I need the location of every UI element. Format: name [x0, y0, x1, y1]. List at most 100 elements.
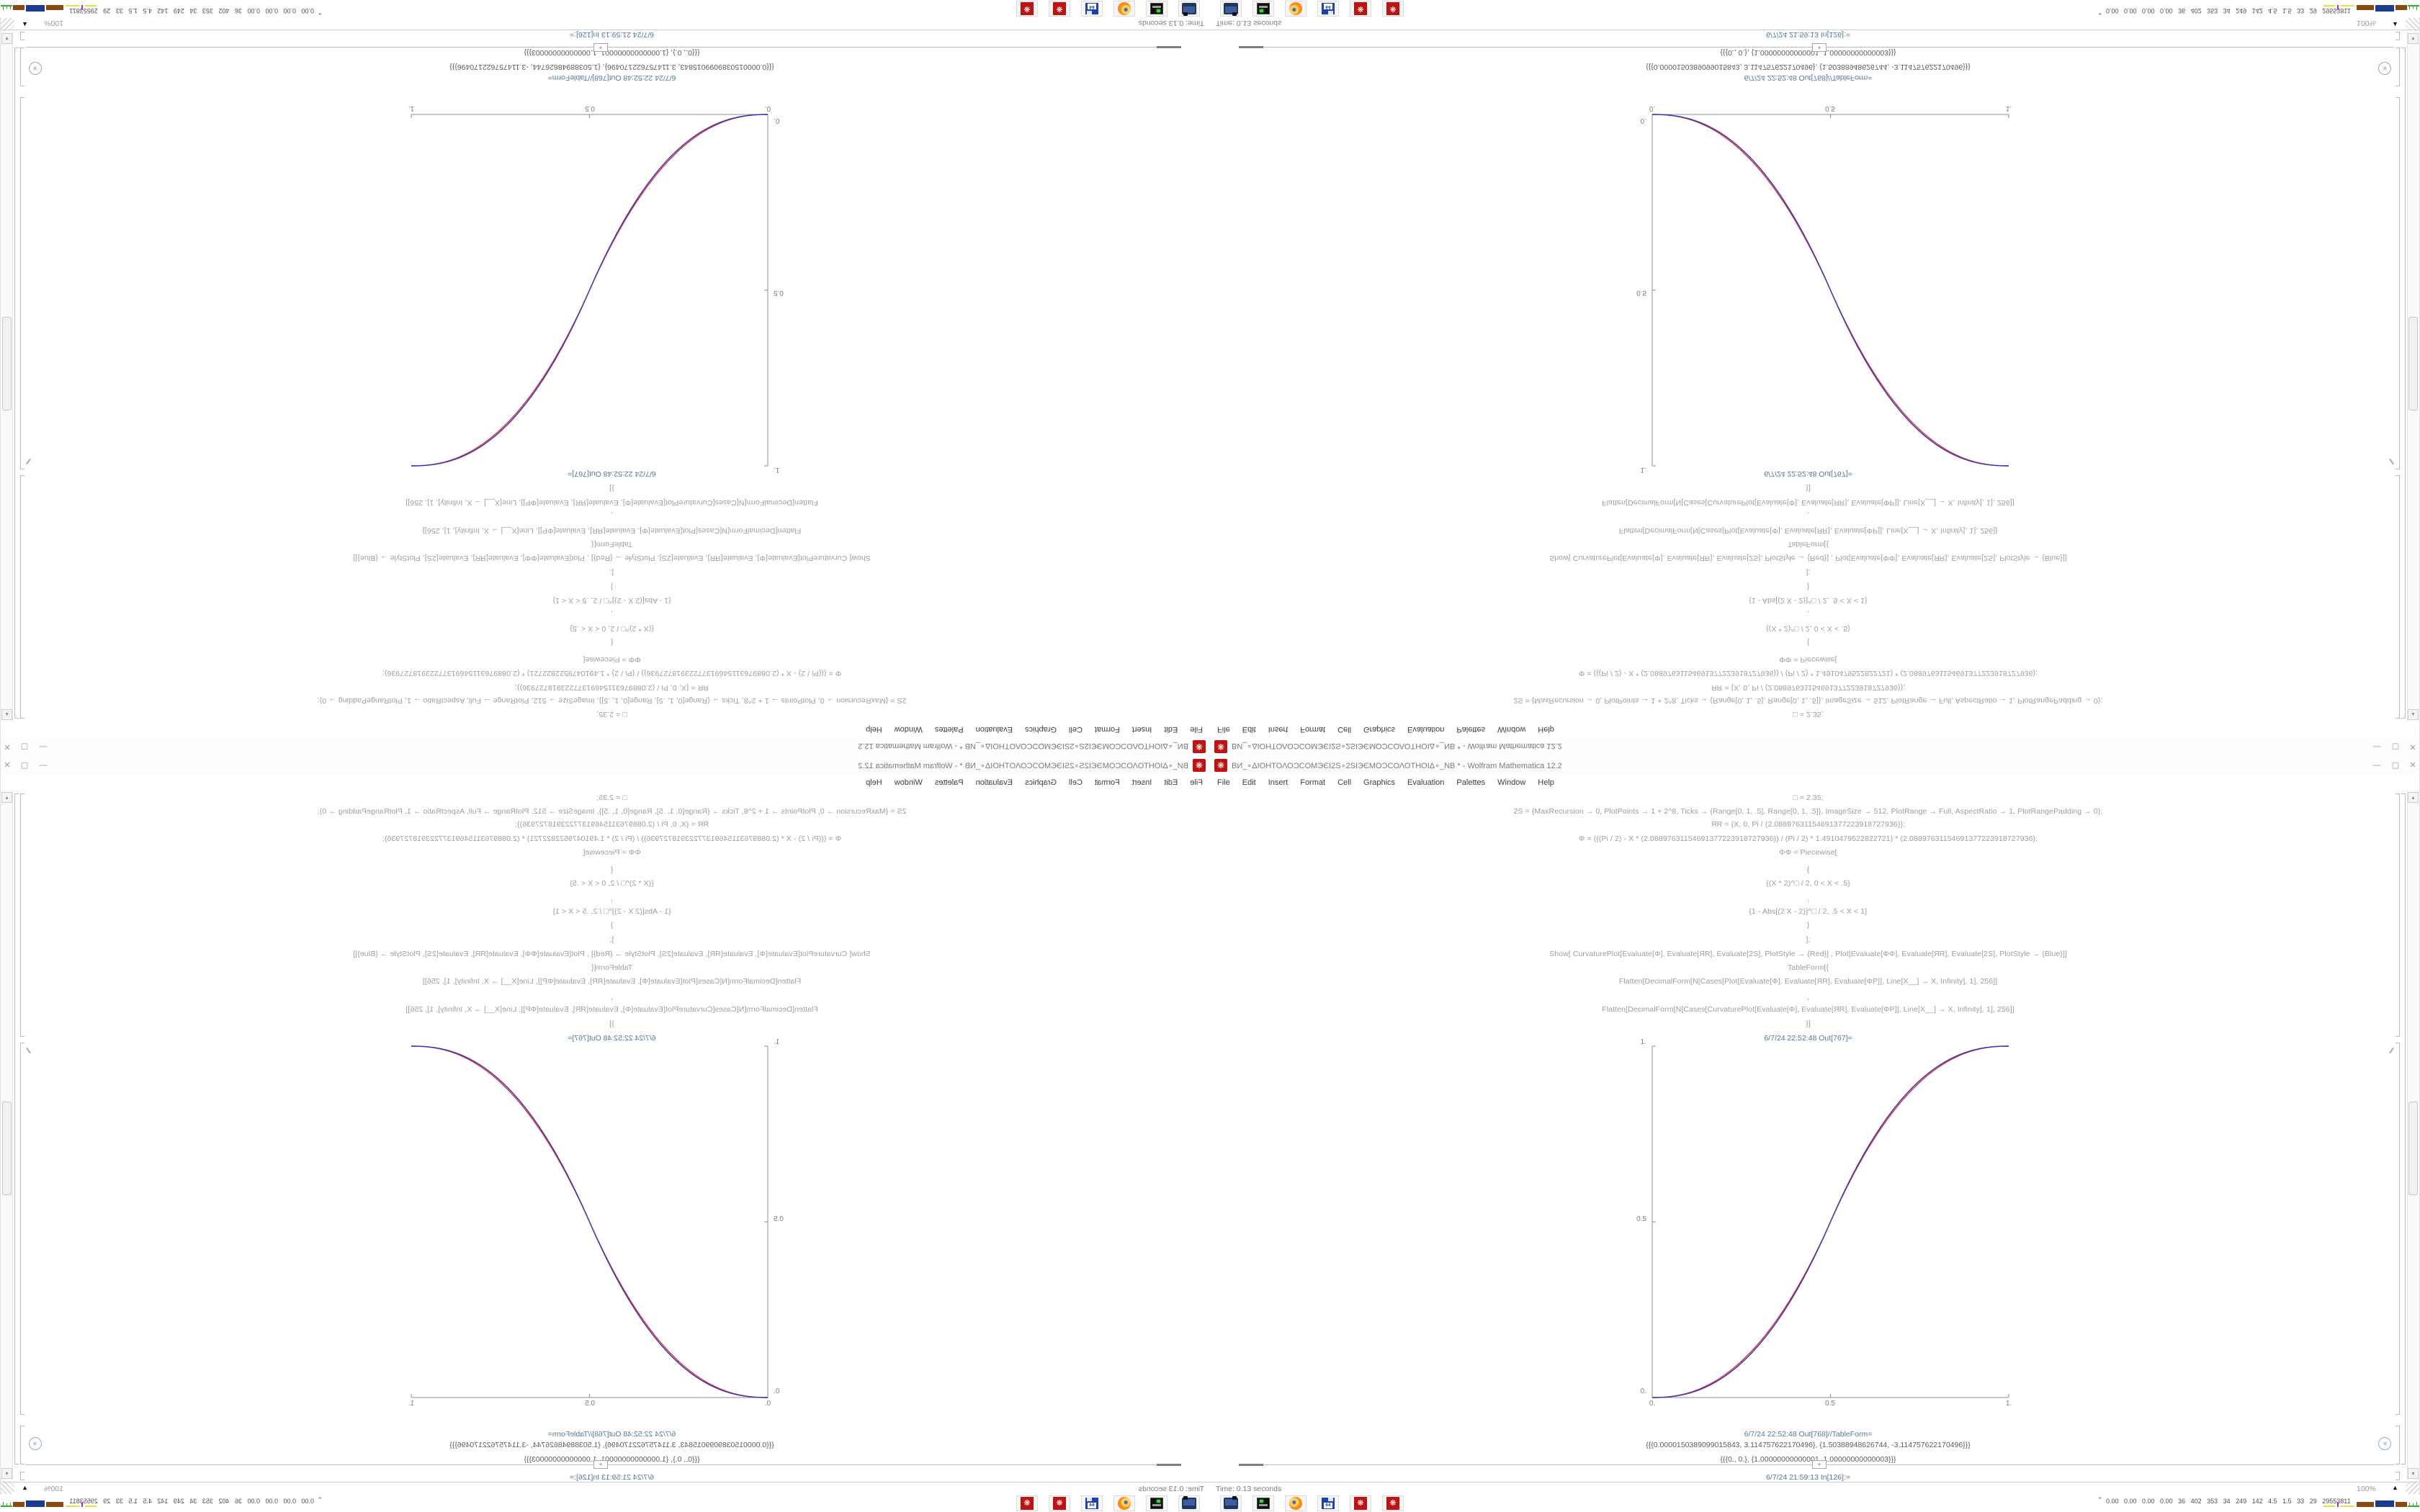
in-prompt-label[interactable]: 6/7/24 21:59:13 In[126]:= [1765, 30, 1851, 39]
code-line[interactable]: 2S = {MaxRecursion → 0, PlotPoints → 1 +… [1513, 807, 2103, 816]
cell-bracket-table-output[interactable] [20, 48, 24, 86]
display-capture-icon[interactable] [1220, 1495, 1242, 1511]
code-line[interactable]: }] [609, 1020, 614, 1028]
code-line[interactable]: ]; [609, 935, 614, 944]
cell-insert-handle[interactable] [1239, 1464, 1263, 1466]
menu-insert[interactable]: Insert [1268, 725, 1289, 734]
code-line[interactable]: TableForm[{ [591, 540, 633, 549]
code-line[interactable]: TableForm[{ [1787, 540, 1829, 549]
mathematica-icon[interactable]: ❋ [1382, 1, 1404, 17]
cell-bracket-plot-output[interactable] [20, 1043, 24, 1415]
window-resize-grip[interactable] [1, 18, 14, 31]
magnification-caret-icon[interactable]: ▲ [22, 21, 28, 28]
mathematica-icon[interactable]: ❋ [1049, 1, 1070, 17]
floppy-64-icon[interactable]: 64 [1081, 1495, 1103, 1511]
display-capture-icon[interactable] [1220, 1, 1242, 17]
cell-bracket-input[interactable] [2396, 475, 2400, 719]
insert-cell-button[interactable]: + [1812, 1460, 1827, 1469]
code-line[interactable]: , [610, 510, 614, 519]
code-line[interactable]: }] [1806, 1020, 1811, 1028]
menu-window[interactable]: Window [894, 778, 923, 787]
code-line[interactable]: Φ = (((Pi / 2) - X * (2.0889763115469137… [382, 669, 842, 678]
menu-window[interactable]: Window [1497, 725, 1526, 734]
code-line[interactable]: □ = 2.35; [1793, 793, 1824, 802]
firefox-icon[interactable] [1285, 1, 1307, 17]
display-capture-icon[interactable] [1178, 1495, 1200, 1511]
minimize-button[interactable]: — [39, 742, 48, 751]
code-line[interactable]: {1 - Abs[(2 X - 2)]^□ / 2, .5 < X < 1} [1749, 907, 1868, 916]
code-line[interactable]: { [610, 865, 614, 874]
floppy-64-icon[interactable]: 64 [1317, 1495, 1339, 1511]
menu-edit[interactable]: Edit [1164, 778, 1178, 787]
code-line[interactable]: ]; [609, 568, 614, 577]
magnification-control[interactable]: 100% [44, 1485, 63, 1493]
in-prompt-label[interactable]: 6/7/24 21:59:13 In[126]:= [569, 1473, 655, 1482]
collapse-group-icon[interactable]: » [2378, 62, 2391, 75]
collapse-group-icon[interactable]: » [29, 62, 42, 75]
code-line[interactable]: } [1806, 921, 1810, 930]
close-button[interactable]: ✕ [2409, 761, 2416, 770]
menu-evaluation[interactable]: Evaluation [975, 725, 1013, 734]
magnification-control[interactable]: 100% [2357, 1485, 2376, 1493]
magnification-control[interactable]: 100% [2357, 19, 2376, 27]
menu-edit[interactable]: Edit [1242, 778, 1256, 787]
menu-format[interactable]: Format [1094, 778, 1120, 787]
mathematica-icon[interactable]: ❋ [1382, 1495, 1404, 1511]
code-line[interactable]: 2S = {MaxRecursion → 0, PlotPoints → 1 +… [317, 696, 907, 705]
code-line[interactable]: ]; [1806, 568, 1811, 577]
cell-bracket-in-prompt[interactable] [2396, 32, 2400, 40]
collapse-group-icon[interactable]: » [2378, 1437, 2391, 1450]
cell-bracket-plot-output[interactable] [2396, 97, 2400, 469]
close-button[interactable]: ✕ [4, 742, 11, 751]
magnification-control[interactable]: 100% [44, 19, 63, 27]
code-line[interactable]: Show[ CurvaturePlot[Evaluate[Φ], Evaluat… [353, 950, 871, 958]
disk-drive-icon[interactable] [1146, 1, 1168, 17]
cell-bracket-group[interactable] [2401, 793, 2406, 1464]
code-line[interactable]: Show[ CurvaturePlot[Evaluate[Φ], Evaluat… [1549, 554, 2067, 562]
maximize-button[interactable]: ▢ [20, 742, 29, 751]
code-line[interactable]: , [1806, 894, 1810, 903]
disk-drive-icon[interactable] [1252, 1, 1274, 17]
code-line[interactable]: ]; [1806, 935, 1811, 944]
scroll-down-icon[interactable]: ▾ [1, 33, 12, 44]
cell-bracket-input[interactable] [20, 475, 24, 719]
code-line[interactable]: ΦΦ = Piecewise[ [583, 655, 641, 664]
code-line[interactable]: {1 - Abs[(2 X - 2)]^□ / 2, .5 < X < 1} [1749, 596, 1868, 605]
scroll-up-icon[interactable]: ▴ [2408, 709, 2419, 720]
code-line[interactable]: Flatten[DecimalForm[N[Cases[Plot[Evaluat… [1618, 977, 1998, 986]
code-line[interactable]: ЯR = {X, 0, Pi / (2.08897631154691377223… [514, 820, 709, 829]
code-line[interactable]: □ = 2.35; [1793, 710, 1824, 719]
menu-help[interactable]: Help [1538, 778, 1554, 787]
in-prompt-label[interactable]: 6/7/24 21:59:13 In[126]:= [1765, 1473, 1851, 1482]
title-bar[interactable]: ❋ ВИ_∘ΔΙΟΗΤΟΛΟϽCOΜЭЄΙ2S∘2SΙЭЄΜΟϽCΟΛΟΤΗΟΙ… [1, 756, 1210, 775]
disk-drive-icon[interactable] [1146, 1495, 1168, 1511]
magnification-caret-icon[interactable]: ▲ [2392, 1484, 2398, 1491]
close-button[interactable]: ✕ [2409, 742, 2416, 751]
menu-help[interactable]: Help [866, 725, 882, 734]
code-line[interactable]: { [610, 638, 614, 647]
code-line[interactable]: 2S = {MaxRecursion → 0, PlotPoints → 1 +… [317, 807, 907, 816]
code-line[interactable]: Flatten[DecimalForm[N[Cases[CurvaturePlo… [405, 1005, 818, 1014]
menu-format[interactable]: Format [1300, 778, 1326, 787]
floppy-64-icon[interactable]: 64 [1317, 1, 1339, 17]
title-bar[interactable]: ❋ ВИ_∘ΔΙΟΗΤΟΛΟϽCOΜЭЄΙ2S∘2SΙЭЄΜΟϽCΟΛΟΤΗΟΙ… [1, 737, 1210, 756]
maximize-button[interactable]: ▢ [2391, 761, 2400, 770]
cell-bracket-input[interactable] [20, 793, 24, 1037]
menu-palettes[interactable]: Palettes [1456, 778, 1486, 787]
code-line[interactable]: Flatten[DecimalForm[N[Cases[CurvaturePlo… [1602, 1005, 2015, 1014]
code-line[interactable]: ΦΦ = Piecewise[ [583, 848, 641, 857]
code-line[interactable]: TableForm[{ [591, 963, 633, 972]
menu-palettes[interactable]: Palettes [934, 725, 964, 734]
scroll-down-icon[interactable]: ▾ [1, 1468, 12, 1479]
menu-graphics[interactable]: Graphics [1024, 725, 1057, 734]
cell-bracket-group[interactable] [14, 48, 19, 719]
display-capture-icon[interactable] [1178, 1, 1200, 17]
code-line[interactable]: {(X * 2)^□ / 2, 0 < X < .5} [1766, 879, 1850, 888]
cell-bracket-group[interactable] [14, 793, 19, 1464]
code-line[interactable]: , [1806, 510, 1810, 519]
menu-file[interactable]: File [1190, 778, 1203, 787]
menu-format[interactable]: Format [1300, 725, 1326, 734]
menu-evaluation[interactable]: Evaluation [975, 778, 1013, 787]
code-line[interactable]: 2S = {MaxRecursion → 0, PlotPoints → 1 +… [1513, 696, 2103, 705]
code-line[interactable]: , [610, 609, 614, 618]
